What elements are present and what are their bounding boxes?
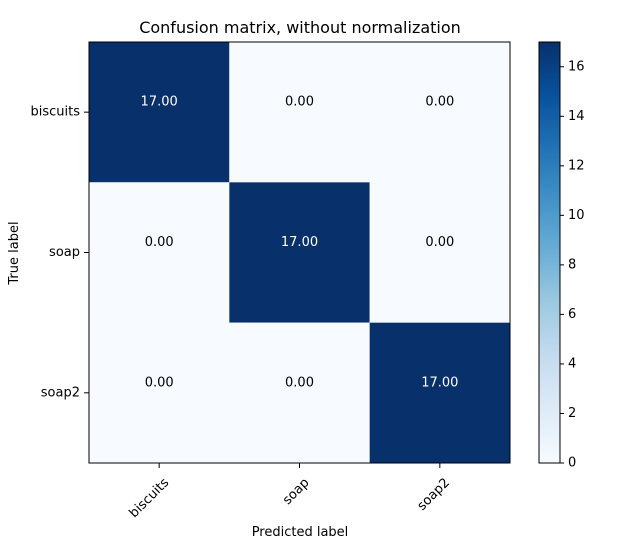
colorbar-tick-label: 6 — [568, 307, 576, 322]
colorbar-tick-label: 0 — [568, 456, 576, 471]
cell-value-label: 0.00 — [425, 95, 454, 110]
heatmap-cell — [229, 42, 370, 183]
colorbar-tick-label: 14 — [568, 109, 585, 124]
heatmap-cell — [89, 42, 230, 183]
heatmap-cell — [229, 322, 370, 463]
colorbar-tick-label: 8 — [568, 257, 576, 272]
colorbar-tick-label: 16 — [568, 59, 585, 74]
cell-value-label: 0.00 — [285, 95, 314, 110]
cell-value-label: 0.00 — [285, 375, 314, 390]
heatmap-cell — [89, 182, 230, 323]
y-axis-ticks: biscuits soap soap2 — [30, 105, 89, 400]
colorbar-tick-label: 2 — [568, 406, 576, 421]
heatmap-cell — [369, 182, 510, 323]
cell-value-label: 0.00 — [425, 235, 454, 250]
colorbar-tick-label: 4 — [568, 356, 576, 371]
colorbar-tick-label: 12 — [568, 158, 585, 173]
y-tick-label: soap — [49, 245, 80, 260]
x-axis-ticks: biscuits soap soap2 — [127, 463, 453, 521]
cell-value-label: 0.00 — [145, 375, 174, 390]
y-axis-label: True label — [7, 221, 22, 285]
heatmap-cell — [369, 322, 510, 463]
x-tick-label: soap — [280, 475, 312, 507]
y-tick-label: soap2 — [41, 385, 80, 400]
x-tick-label: soap2 — [415, 475, 453, 513]
heatmap-cell — [229, 182, 370, 323]
cell-value-label: 17.00 — [281, 235, 318, 250]
colorbar-tick-label: 10 — [568, 208, 585, 223]
chart-title: Confusion matrix, without normalization — [139, 18, 461, 37]
cell-value-label: 17.00 — [141, 95, 178, 110]
colorbar — [538, 41, 561, 464]
y-tick-label: biscuits — [30, 105, 80, 120]
heatmap-cells — [89, 42, 510, 463]
heatmap-cell — [89, 322, 230, 463]
colorbar-ticks: 0 2 4 6 8 10 12 14 16 — [560, 59, 585, 471]
x-axis-label: Predicted label — [252, 525, 349, 540]
cell-value-label: 17.00 — [421, 375, 458, 390]
heatmap-cell — [369, 42, 510, 183]
cell-value-label: 0.00 — [145, 235, 174, 250]
x-tick-label: biscuits — [127, 475, 173, 521]
heatmap-cell-labels: 17.00 0.00 0.00 0.00 17.00 0.00 0.00 0.00 17.00 — [141, 95, 459, 391]
